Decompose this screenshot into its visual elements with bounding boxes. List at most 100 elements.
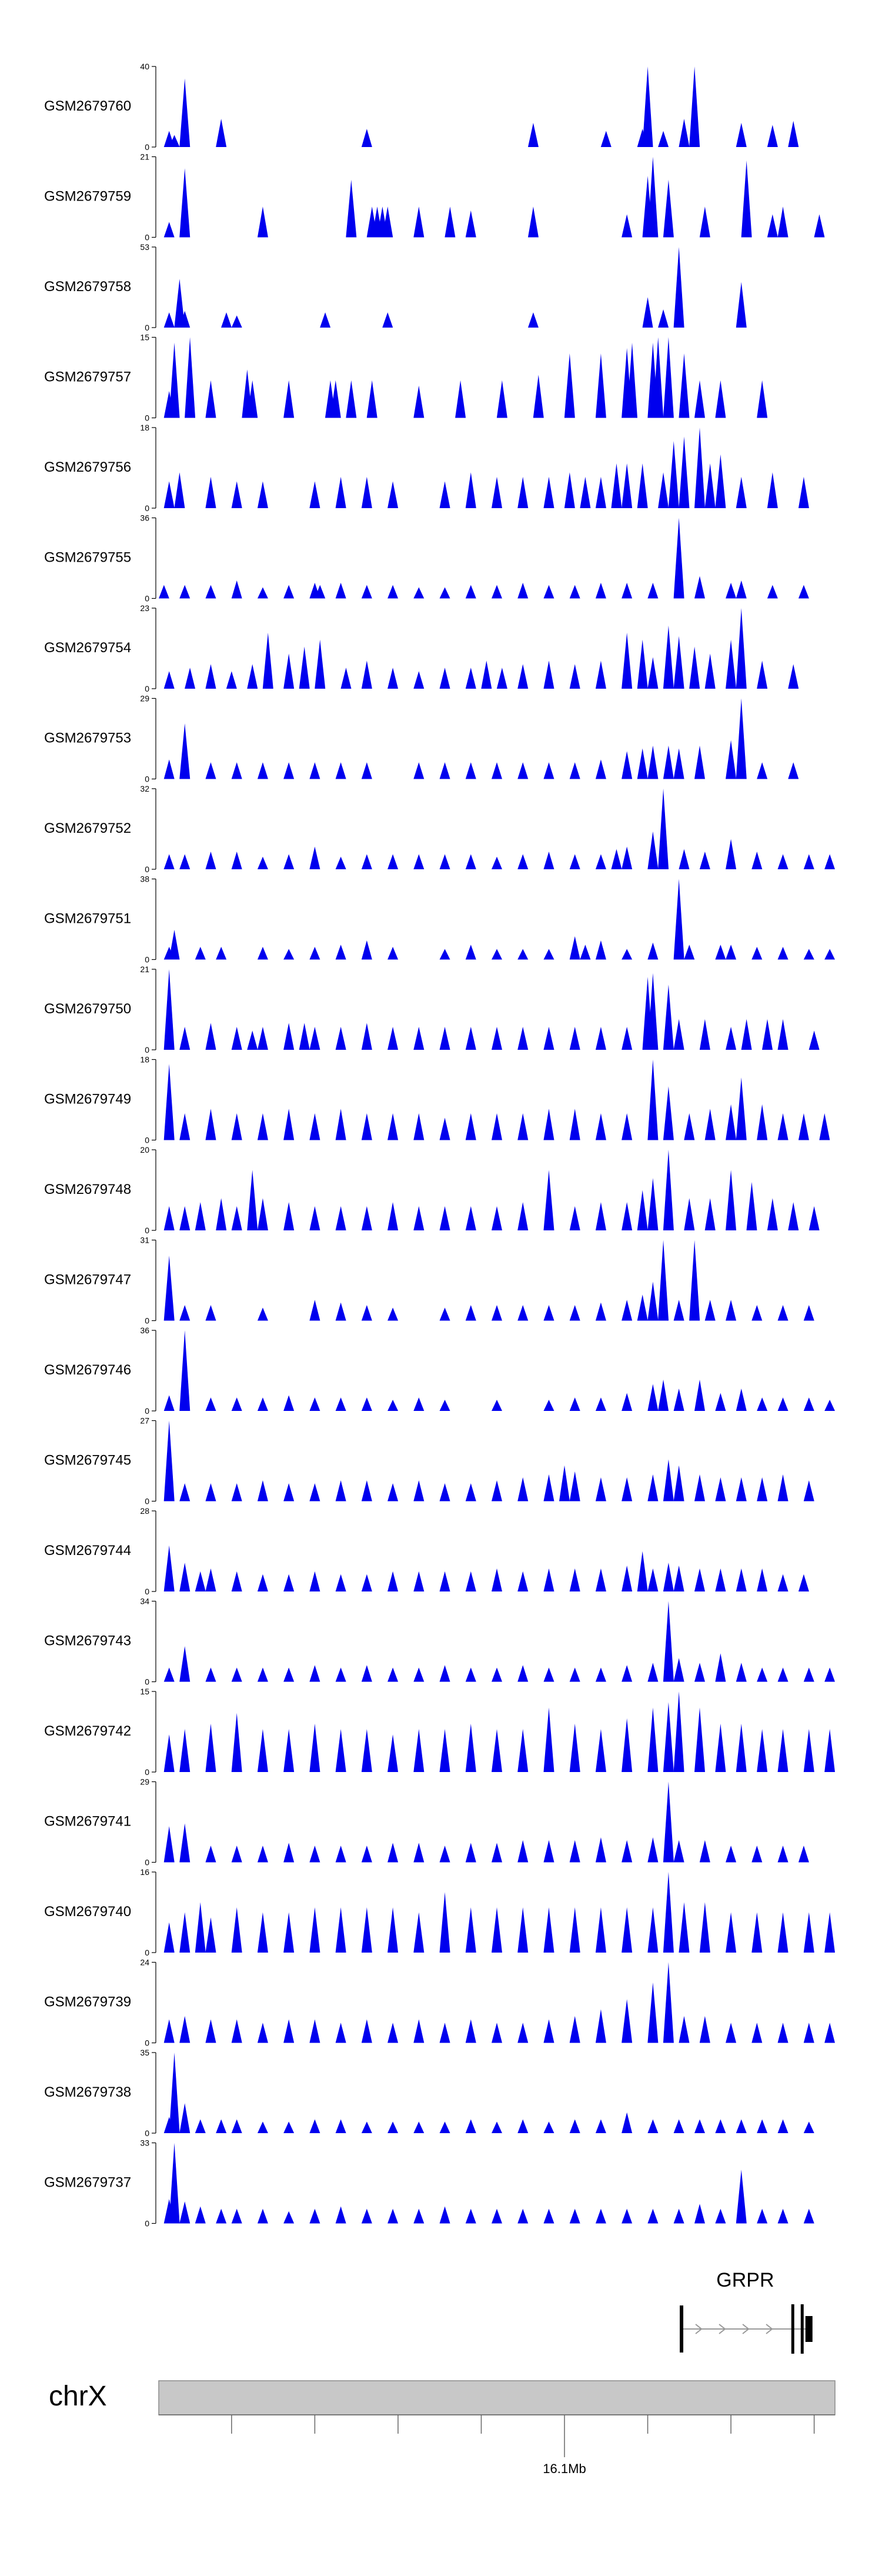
coverage-peak xyxy=(195,1902,206,1953)
coverage-peak xyxy=(169,135,180,147)
coverage-peak xyxy=(179,2016,191,2043)
coverage-peak xyxy=(185,337,196,418)
y-axis-max-label: 28 xyxy=(140,1506,149,1516)
coverage-peak xyxy=(757,660,768,689)
y-axis-zero-label: 0 xyxy=(145,1497,149,1506)
coverage-peak xyxy=(673,1019,684,1050)
coverage-peak xyxy=(569,585,580,599)
coverage-peak xyxy=(163,1667,175,1682)
coverage-peak xyxy=(361,1113,372,1140)
coverage-peak xyxy=(439,1729,450,1772)
coverage-peak xyxy=(622,2208,633,2224)
track: GSM2679754 23 0 xyxy=(44,603,799,693)
track-name: GSM2679745 xyxy=(44,1453,131,1469)
y-axis-max-label: 29 xyxy=(140,694,149,703)
coverage-peak xyxy=(330,380,341,418)
coverage-peak xyxy=(704,1198,716,1230)
coverage-peak xyxy=(569,1840,580,1863)
coverage-peak xyxy=(335,1907,346,1953)
coverage-peak xyxy=(387,1734,399,1772)
coverage-peak xyxy=(595,1202,606,1230)
coverage-peak xyxy=(726,839,737,869)
coverage-peak xyxy=(803,854,814,869)
coverage-peak xyxy=(465,2019,476,2043)
coverage-peak xyxy=(216,119,227,147)
coverage-peak xyxy=(492,1206,502,1230)
coverage-peak xyxy=(736,580,747,599)
track: GSM2679745 27 0 xyxy=(44,1416,814,1506)
coverage-peak xyxy=(767,1198,778,1230)
coverage-peak xyxy=(777,2208,789,2224)
y-axis-zero-label: 0 xyxy=(145,413,149,423)
coverage-peak xyxy=(736,1388,747,1411)
coverage-peak xyxy=(309,846,320,869)
coverage-peak xyxy=(299,1023,310,1050)
coverage-peak xyxy=(439,2206,450,2224)
coverage-peak xyxy=(361,1397,372,1411)
coverage-peak xyxy=(658,131,669,147)
coverage-peak xyxy=(257,1574,268,1591)
coverage-peak xyxy=(757,2119,768,2133)
coverage-peak xyxy=(492,585,502,599)
coverage-peak xyxy=(465,1483,476,1501)
coverage-peak xyxy=(205,852,216,869)
coverage-peak xyxy=(179,1646,191,1682)
coverage-peak xyxy=(803,1397,814,1411)
coverage-peak xyxy=(757,1397,768,1411)
coverage-peak xyxy=(283,1843,295,1863)
chromosome-label: chrX xyxy=(49,2381,107,2412)
coverage-peak xyxy=(335,1846,346,1863)
coverage-peak xyxy=(361,762,372,779)
coverage-peak xyxy=(673,247,684,328)
coverage-peak xyxy=(205,1023,216,1050)
coverage-peak xyxy=(169,930,180,960)
coverage-peak xyxy=(169,2143,180,2224)
coverage-peak xyxy=(179,78,191,147)
coverage-peak xyxy=(163,312,175,328)
coverage-peak xyxy=(163,1826,175,1863)
coverage-peak xyxy=(543,1474,554,1501)
coverage-peak xyxy=(637,463,648,508)
coverage-peak xyxy=(751,1846,763,1863)
coverage-peak xyxy=(777,1667,789,1682)
track: GSM2679752 32 0 xyxy=(44,784,835,874)
coverage-peak xyxy=(492,1568,502,1591)
coverage-peak xyxy=(309,2208,320,2224)
coverage-peak xyxy=(736,1477,747,1501)
coverage-peak xyxy=(543,2121,554,2133)
coverage-peak xyxy=(315,639,326,689)
coverage-peak xyxy=(335,1574,346,1591)
y-axis-max-label: 18 xyxy=(140,1055,149,1065)
track-name: GSM2679754 xyxy=(44,640,131,656)
coverage-peak xyxy=(777,206,789,238)
coverage-peak xyxy=(361,1574,372,1591)
coverage-peak xyxy=(335,2023,346,2043)
coverage-peak xyxy=(559,1465,570,1501)
coverage-peak xyxy=(439,481,450,508)
coverage-peak xyxy=(543,476,554,508)
coverage-peak xyxy=(569,1723,580,1772)
coverage-peak xyxy=(439,1307,450,1321)
gene-model xyxy=(680,2304,813,2354)
coverage-peak xyxy=(517,1665,529,1682)
track-name: GSM2679740 xyxy=(44,1904,131,1920)
coverage-peak xyxy=(231,1026,242,1050)
axis-tick-label: 16.1Mb xyxy=(543,2461,586,2476)
coverage-peak xyxy=(517,854,529,869)
coverage-peak xyxy=(647,156,659,238)
track: GSM2679749 18 0 xyxy=(44,1055,830,1145)
coverage-peak xyxy=(622,582,633,599)
coverage-peak xyxy=(569,1667,580,1682)
coverage-peak xyxy=(595,1837,606,1863)
coverage-peak xyxy=(824,1729,835,1772)
coverage-peak xyxy=(543,1026,554,1050)
coverage-peak xyxy=(465,1571,476,1591)
coverage-peak xyxy=(741,1019,752,1050)
coverage-peak xyxy=(309,2019,320,2043)
coverage-peak xyxy=(663,745,674,779)
coverage-peak xyxy=(387,1667,399,1682)
coverage-peak xyxy=(569,854,580,869)
y-axis-max-label: 35 xyxy=(140,2048,149,2057)
coverage-peak xyxy=(205,1483,216,1501)
coverage-peak xyxy=(257,1667,268,1682)
